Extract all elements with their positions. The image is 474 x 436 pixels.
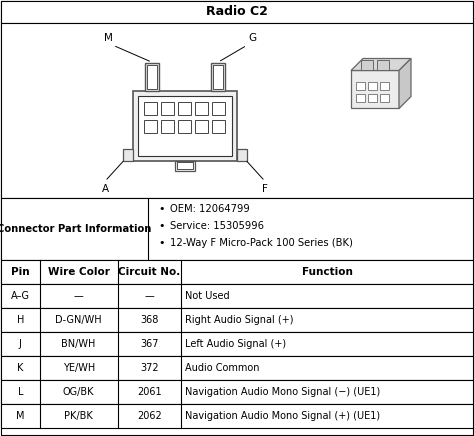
Bar (138, 96, 232, 156)
Text: Pin: Pin (11, 267, 30, 277)
Bar (179, 120, 191, 133)
Text: •: • (159, 238, 165, 248)
Text: A–G: A–G (11, 291, 30, 301)
Bar (1, 356, 473, 380)
Text: —: — (145, 291, 155, 301)
Bar (162, 120, 174, 133)
Text: 372: 372 (140, 363, 159, 373)
Text: Audio Common: Audio Common (185, 363, 260, 373)
Text: J: J (19, 339, 22, 349)
Bar (1, 260, 473, 284)
Text: M: M (16, 411, 25, 421)
Text: BN/WH: BN/WH (62, 339, 96, 349)
Polygon shape (351, 58, 411, 71)
Bar (1, 404, 473, 428)
Bar (211, 63, 225, 91)
Bar (133, 91, 237, 161)
Bar (195, 120, 209, 133)
Bar (145, 63, 159, 91)
Text: F: F (262, 184, 268, 194)
Bar (147, 65, 157, 89)
Text: 12-Way F Micro-Pack 100 Series (BK): 12-Way F Micro-Pack 100 Series (BK) (170, 238, 353, 248)
Bar (1, 1, 473, 23)
Text: Right Audio Signal (+): Right Audio Signal (+) (185, 315, 294, 325)
Text: YE/WH: YE/WH (63, 363, 95, 373)
Bar (368, 82, 377, 91)
Text: Radio C2: Radio C2 (206, 6, 268, 18)
Text: G: G (248, 33, 256, 43)
Text: A: A (101, 184, 109, 194)
Bar (377, 61, 389, 71)
Text: OEM: 12064799: OEM: 12064799 (170, 204, 250, 214)
Text: Function: Function (302, 267, 353, 277)
Bar (356, 82, 365, 91)
Bar (145, 102, 157, 115)
Text: Navigation Audio Mono Signal (+) (UE1): Navigation Audio Mono Signal (+) (UE1) (185, 411, 381, 421)
Text: Navigation Audio Mono Signal (−) (UE1): Navigation Audio Mono Signal (−) (UE1) (185, 387, 381, 397)
Bar (380, 82, 389, 91)
Text: 2062: 2062 (137, 411, 162, 421)
Bar (1, 23, 473, 198)
Bar (237, 149, 247, 161)
Text: Connector Part Information: Connector Part Information (0, 224, 152, 234)
Text: H: H (17, 315, 24, 325)
Text: Left Audio Signal (+): Left Audio Signal (+) (185, 339, 286, 349)
Text: PK/BK: PK/BK (64, 411, 93, 421)
Bar (195, 102, 209, 115)
Text: Circuit No.: Circuit No. (118, 267, 181, 277)
Bar (1, 380, 473, 404)
Text: Service: 15305996: Service: 15305996 (170, 221, 264, 231)
Text: •: • (159, 204, 165, 214)
Text: D-GN/WH: D-GN/WH (55, 315, 102, 325)
Bar (1, 308, 473, 332)
Text: K: K (17, 363, 24, 373)
Bar (1, 198, 473, 260)
Text: 367: 367 (140, 339, 159, 349)
Bar (162, 102, 174, 115)
Bar (212, 102, 226, 115)
Bar (380, 95, 389, 102)
Bar (177, 162, 193, 169)
Text: OG/BK: OG/BK (63, 387, 94, 397)
Bar (361, 61, 373, 71)
Text: L: L (18, 387, 23, 397)
Bar (213, 65, 223, 89)
Text: 368: 368 (140, 315, 159, 325)
Bar (145, 120, 157, 133)
Bar (123, 149, 133, 161)
Bar (1, 284, 473, 308)
Polygon shape (399, 58, 411, 109)
Bar (179, 102, 191, 115)
Bar (356, 95, 365, 102)
Text: 2061: 2061 (137, 387, 162, 397)
Bar (351, 71, 399, 109)
Text: M: M (103, 33, 112, 43)
Bar (212, 120, 226, 133)
Text: Not Used: Not Used (185, 291, 230, 301)
Text: Wire Color: Wire Color (48, 267, 109, 277)
Bar (368, 95, 377, 102)
Bar (175, 161, 195, 171)
Bar (1, 332, 473, 356)
Text: •: • (159, 221, 165, 231)
Text: —: — (74, 291, 83, 301)
